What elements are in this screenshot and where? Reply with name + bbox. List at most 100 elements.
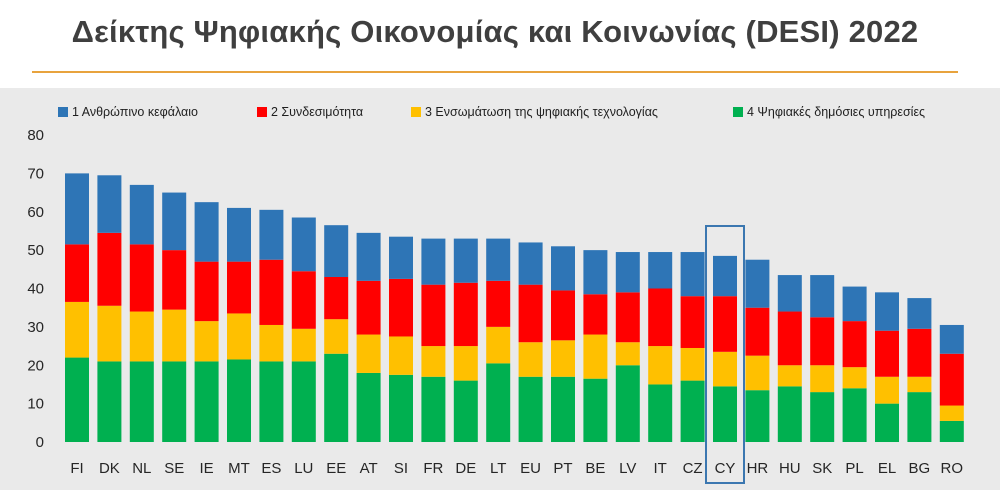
bar-segment bbox=[291, 328, 316, 362]
legend-label: 4 Ψηφιακές δημόσιες υπηρεσίες bbox=[747, 105, 925, 119]
bar-segment bbox=[356, 280, 381, 335]
bar-segment bbox=[518, 376, 543, 442]
bar-segment bbox=[453, 380, 478, 442]
bar-segment bbox=[291, 217, 316, 272]
y-tick-label: 20 bbox=[27, 357, 44, 374]
x-tick-label: EU bbox=[520, 460, 541, 477]
x-tick-label: LV bbox=[619, 460, 636, 477]
y-tick-label: 40 bbox=[27, 281, 44, 298]
y-tick-label: 50 bbox=[27, 242, 44, 259]
bar-segment bbox=[389, 236, 413, 279]
bar-segment bbox=[518, 242, 543, 285]
x-tick-label: LT bbox=[490, 460, 506, 477]
x-tick-label: BE bbox=[585, 460, 605, 477]
bar-segment bbox=[65, 173, 89, 245]
bar-segment bbox=[907, 392, 932, 442]
bar-segment bbox=[745, 355, 770, 391]
bar-segment bbox=[551, 376, 575, 442]
bar-segment bbox=[162, 250, 187, 310]
bar-segment bbox=[259, 209, 284, 260]
bar-segment bbox=[356, 232, 381, 281]
bar-segment bbox=[939, 353, 964, 406]
bar-segment bbox=[583, 250, 608, 295]
bar-segment bbox=[324, 225, 349, 277]
bar-segment bbox=[551, 246, 575, 291]
bar-segment bbox=[648, 346, 673, 385]
y-tick-label: 30 bbox=[27, 319, 44, 336]
bar-segment bbox=[713, 351, 737, 387]
bar-segment bbox=[680, 347, 705, 381]
legend-label: 3 Ενσωμάτωση της ψηφιακής τεχνολογίας bbox=[425, 105, 658, 119]
x-tick-label: FI bbox=[70, 460, 83, 477]
bar-segment bbox=[648, 252, 673, 289]
bar-area bbox=[65, 173, 964, 443]
bar-segment bbox=[227, 313, 251, 360]
highlight-box bbox=[705, 225, 745, 484]
legend-label: 1 Ανθρώπινο κεφάλαιο bbox=[72, 105, 198, 119]
bar-segment bbox=[648, 384, 673, 442]
bar-segment bbox=[259, 259, 284, 325]
x-tick-label: CY bbox=[715, 460, 736, 477]
bar-segment bbox=[907, 376, 932, 393]
bar-segment bbox=[842, 388, 867, 442]
bar-segment bbox=[453, 238, 478, 283]
bar-segment bbox=[615, 342, 640, 366]
bar-segment bbox=[129, 244, 154, 312]
chart-legend: 1 Ανθρώπινο κεφάλαιο 2 Συνδεσιμότητα 3 Ενσ… bbox=[58, 105, 925, 119]
title-divider bbox=[32, 71, 958, 73]
bar-segment bbox=[194, 261, 219, 322]
bar-segment bbox=[875, 403, 899, 443]
y-tick-label: 70 bbox=[27, 165, 44, 182]
bar-segment bbox=[875, 330, 899, 377]
bar-segment bbox=[291, 361, 316, 442]
bar-segment bbox=[97, 175, 122, 233]
bar-segment bbox=[389, 278, 413, 337]
x-tick-label: HR bbox=[747, 460, 769, 477]
x-tick-label: LU bbox=[294, 460, 313, 477]
bar-segment bbox=[745, 259, 770, 308]
legend-label: 2 Συνδεσιμότητα bbox=[271, 105, 363, 119]
bar-segment bbox=[65, 244, 89, 302]
bar-segment bbox=[842, 367, 867, 389]
x-tick-label: HU bbox=[779, 460, 801, 477]
x-tick-label: NL bbox=[132, 460, 151, 477]
bar-segment bbox=[583, 378, 608, 442]
bar-segment bbox=[486, 363, 511, 442]
bar-segment bbox=[486, 280, 511, 327]
bar-segment bbox=[939, 405, 964, 421]
bar-segment bbox=[129, 184, 154, 245]
bar-segment bbox=[65, 357, 89, 442]
y-axis: 0 10 20 30 40 50 60 70 80 bbox=[27, 127, 44, 451]
bar-segment bbox=[194, 361, 219, 442]
legend-swatch bbox=[257, 107, 267, 117]
bar-segment bbox=[453, 346, 478, 381]
bar-segment bbox=[194, 321, 219, 362]
bar-segment bbox=[777, 311, 802, 366]
y-tick-label: 0 bbox=[36, 434, 44, 451]
bar-segment bbox=[875, 376, 899, 404]
bar-segment bbox=[680, 380, 705, 442]
bar-segment bbox=[324, 319, 349, 354]
bar-segment bbox=[291, 271, 316, 329]
x-tick-label: RO bbox=[941, 460, 964, 477]
x-tick-label: CZ bbox=[683, 460, 703, 477]
y-tick-label: 60 bbox=[27, 204, 44, 221]
bar-segment bbox=[162, 361, 187, 442]
bar-segment bbox=[810, 365, 835, 393]
bar-segment bbox=[389, 374, 413, 442]
bar-segment bbox=[907, 328, 932, 377]
bar-segment bbox=[745, 390, 770, 442]
bar-segment bbox=[551, 290, 575, 341]
bar-segment bbox=[939, 420, 964, 442]
bar-segment bbox=[648, 288, 673, 347]
x-tick-label: AT bbox=[360, 460, 378, 477]
y-tick-label: 80 bbox=[27, 127, 44, 144]
x-axis: FI DK NL SE IE MT ES LU EE AT SI FR DE LT EU PT BE LV IT CZ… bbox=[70, 460, 963, 477]
bar-segment bbox=[713, 386, 737, 442]
x-tick-label: MT bbox=[228, 460, 250, 477]
bar-segment bbox=[389, 336, 413, 375]
bar-segment bbox=[129, 311, 154, 362]
bar-segment bbox=[518, 342, 543, 377]
x-tick-label: SE bbox=[164, 460, 184, 477]
bar-segment bbox=[875, 292, 899, 331]
